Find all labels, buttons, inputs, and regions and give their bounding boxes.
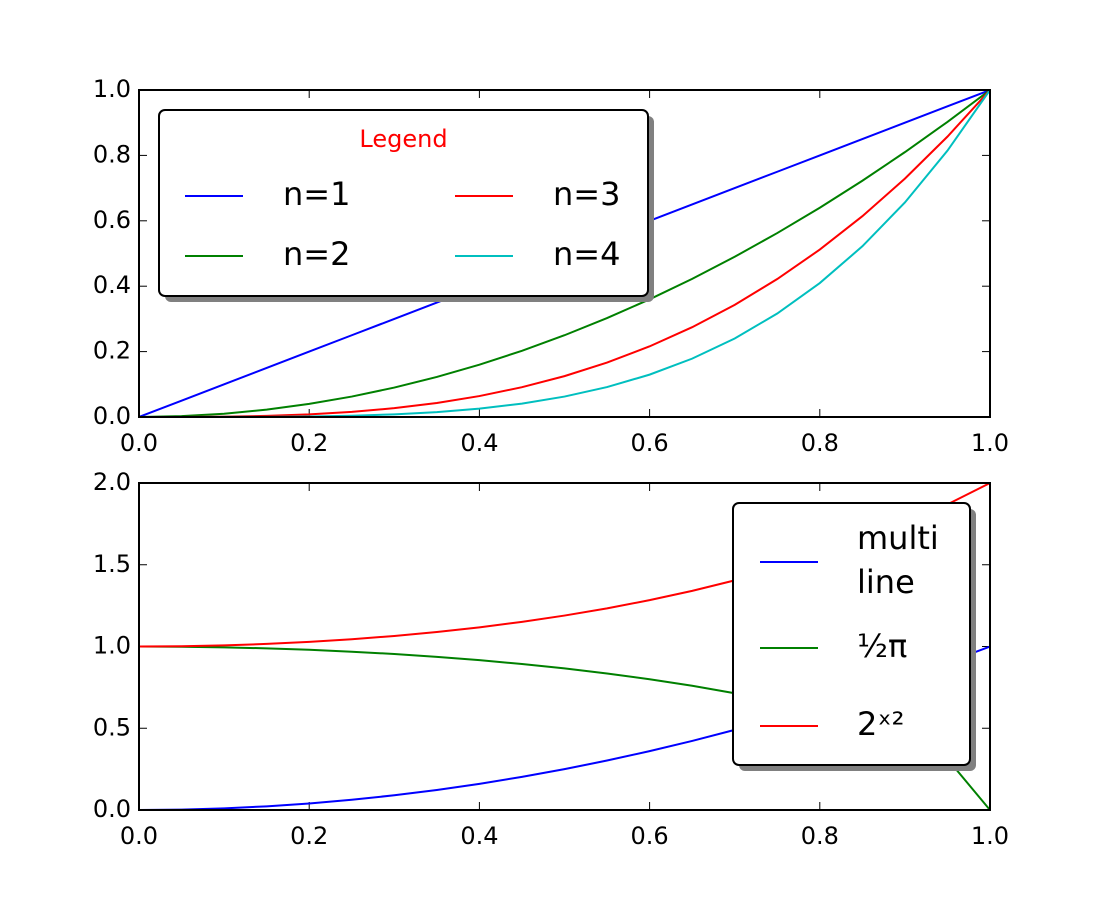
x-tick-label: 0.6 [631,822,669,850]
x-tick-label: 0.4 [460,822,498,850]
legend-label: ½π [857,627,907,665]
y-tick-label: 0.4 [93,271,131,299]
x-tick-label: 0.6 [631,429,669,457]
line [139,89,990,418]
legend: Legend n=1 n=2 n=3 n=4 [158,109,654,302]
x-tick-label: 0.8 [801,822,839,850]
line [139,89,990,418]
axes-frame [138,482,991,811]
x-tick-label: 0.0 [120,429,158,457]
y-tick-label: 0.2 [93,337,131,365]
legend-label: n=2 [283,235,350,273]
y-tick-label: 2.0 [93,468,131,496]
legend-label: 2ˣ² [857,705,904,743]
y-tick-label: 1.5 [93,550,131,578]
y-tick-label: 0.0 [93,795,131,823]
x-tick-label: 0.8 [801,429,839,457]
legend-box [158,109,649,297]
legend-label: n=1 [283,175,350,213]
y-tick-label: 0.5 [93,713,131,741]
legend-label: n=4 [553,235,620,273]
y-tick-label: 1.0 [93,632,131,660]
axes-frame [138,89,991,418]
legend-label: multi line [857,519,939,601]
x-tick-label: 1.0 [971,429,1009,457]
y-tick-label: 1.0 [93,75,131,103]
x-tick-label: 1.0 [971,822,1009,850]
y-tick-label: 0.6 [93,206,131,234]
legend-box [732,502,971,766]
x-tick-label: 0.2 [290,822,328,850]
legend: multi line ½π 2ˣ² [732,502,976,771]
y-tick-label: 0.8 [93,140,131,168]
legend-title: Legend [359,125,447,153]
x-tick-label: 0.2 [290,429,328,457]
x-tick-label: 0.4 [460,429,498,457]
y-tick-label: 0.0 [93,402,131,430]
x-tick-label: 0.0 [120,822,158,850]
legend-label: n=3 [553,175,620,213]
